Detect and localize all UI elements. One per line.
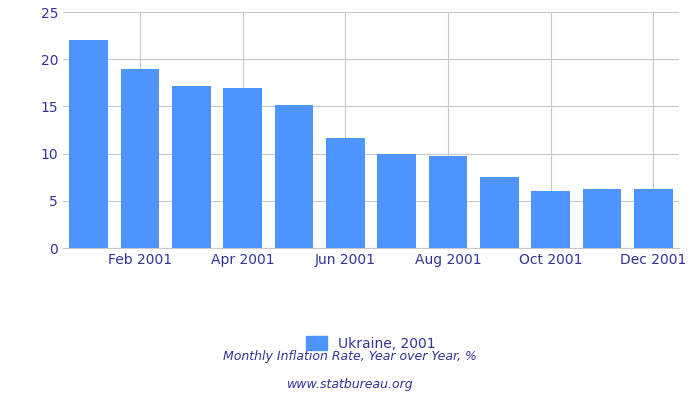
Bar (377, 154, 416, 248)
Bar (223, 88, 262, 248)
Bar (120, 69, 160, 248)
Bar (634, 188, 673, 248)
Bar (428, 156, 468, 248)
Bar (69, 40, 108, 248)
Bar (531, 191, 570, 248)
Text: Monthly Inflation Rate, Year over Year, %: Monthly Inflation Rate, Year over Year, … (223, 350, 477, 363)
Bar (326, 138, 365, 248)
Bar (172, 86, 211, 248)
Bar (582, 188, 622, 248)
Legend: Ukraine, 2001: Ukraine, 2001 (301, 330, 441, 356)
Bar (480, 177, 519, 248)
Text: www.statbureau.org: www.statbureau.org (287, 378, 413, 391)
Bar (274, 106, 314, 248)
